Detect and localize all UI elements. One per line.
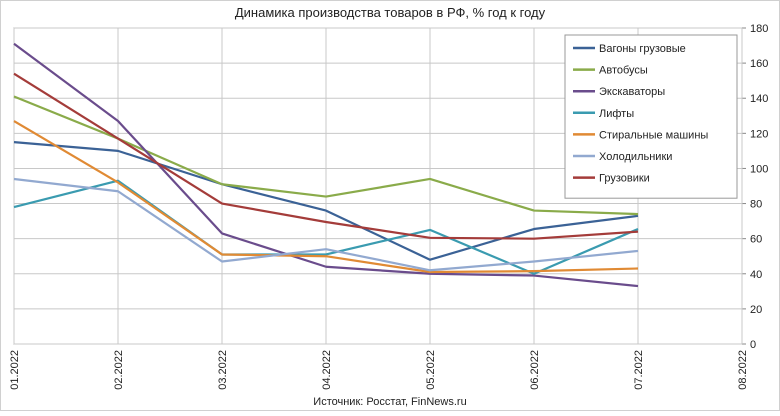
x-tick-label: 01.2022	[9, 350, 21, 390]
x-tick-label: 06.2022	[529, 350, 541, 390]
source-note: Источник: Росстат, FinNews.ru	[313, 396, 466, 408]
y-tick-label: 140	[750, 93, 768, 105]
y-tick-label: 0	[750, 339, 756, 351]
legend-label: Холодильники	[599, 151, 672, 163]
y-tick-label: 20	[750, 304, 762, 316]
legend-label: Автобусы	[599, 65, 648, 77]
x-tick-label: 04.2022	[321, 350, 333, 390]
series-line	[13, 72, 639, 240]
legend-label: Вагоны грузовые	[599, 43, 686, 55]
series-line	[13, 179, 639, 275]
chart-title: Динамика производства товаров в РФ, % го…	[235, 5, 546, 20]
x-tick-label: 07.2022	[633, 350, 645, 390]
x-tick-label: 02.2022	[113, 350, 125, 390]
series-line	[13, 120, 639, 274]
legend-label: Грузовики	[599, 173, 650, 185]
y-tick-label: 60	[750, 234, 762, 246]
series-line	[13, 177, 639, 272]
legend-label: Стиральные машины	[599, 129, 708, 141]
y-tick-label: 160	[750, 58, 768, 70]
y-tick-label: 100	[750, 163, 768, 175]
y-tick-label: 80	[750, 199, 762, 211]
legend-box	[564, 34, 738, 199]
series-line	[13, 141, 639, 261]
y-tick-label: 40	[750, 269, 762, 281]
series-line	[13, 42, 639, 288]
y-tick-label: 180	[750, 23, 768, 35]
x-tick-label: 05.2022	[425, 350, 437, 390]
x-tick-label: 03.2022	[217, 350, 229, 390]
x-tick-label: 08.2022	[737, 350, 749, 390]
legend-label: Экскаваторы	[599, 86, 665, 98]
y-tick-label: 120	[750, 128, 768, 140]
legend-label: Лифты	[599, 108, 634, 120]
